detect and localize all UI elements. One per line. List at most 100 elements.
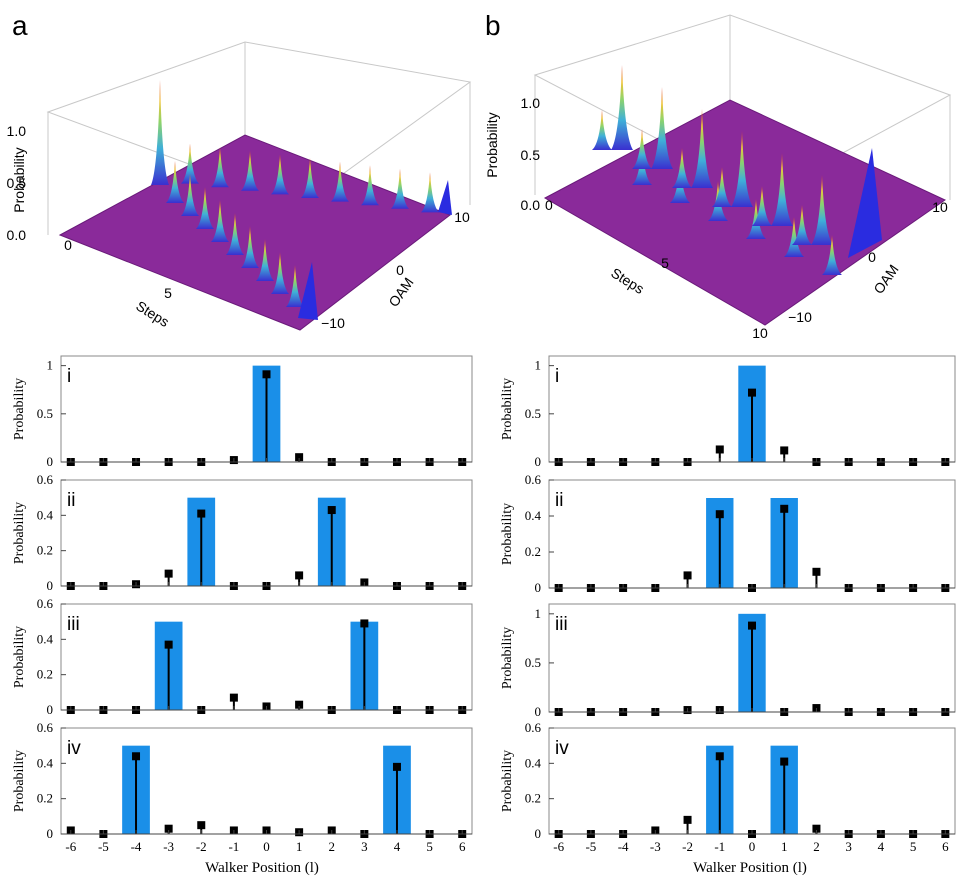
x-tick-label: 3: [361, 839, 368, 854]
x-tick-label: -3: [650, 839, 661, 854]
y-tick-label: 1: [535, 358, 542, 373]
bar-chart-b-i: 0 0.5 1 Probability i: [500, 355, 956, 469]
surface-peaks-b: [592, 65, 842, 275]
surface-a-peak: [271, 154, 289, 195]
surface-b-peak: [611, 65, 633, 150]
surface-b-peak: [746, 199, 766, 239]
measured-point: [262, 370, 271, 379]
surface-b-ztick: 1.0: [521, 95, 541, 111]
surface-a-ytick: −10: [321, 315, 345, 331]
x-tick-label: 1: [296, 839, 303, 854]
measured-point: [295, 453, 304, 462]
measured-point: [748, 388, 756, 397]
bar-chart-a-iv: 0 0.2 0.4 0.6 -6 -5 -4 -3 -2 -1 0 1 2 3 4 5 6 Probability…: [12, 720, 473, 854]
measured-point: [197, 509, 206, 518]
x-tick-label: -4: [131, 839, 142, 854]
x-tick-label: -5: [98, 839, 109, 854]
bar-charts: 00.51Probabilityi00.20.40.6Probabilityii…: [12, 355, 956, 854]
surface-b-peak: [822, 235, 842, 275]
measured-point: [780, 446, 789, 455]
bar-chart-a-iii: 0 0.2 0.4 0.6 Probability iii: [12, 596, 473, 717]
x-tick-label: 2: [328, 839, 335, 854]
y-tick-label: 0: [535, 454, 542, 469]
measured-point: [164, 640, 173, 649]
measured-point: [812, 567, 821, 576]
y-axis-title: Probability: [500, 627, 515, 689]
surface-a-peak: [286, 265, 304, 307]
surface-b-ytick: 0: [868, 249, 876, 265]
x-tick-label: 0: [749, 839, 756, 854]
y-tick-label: 0: [47, 826, 54, 841]
measured-point: [748, 621, 756, 630]
subplot-label: i: [67, 366, 71, 387]
y-tick-label: 0: [535, 704, 542, 719]
surface-b-peak: [792, 205, 812, 245]
surface-a-ytick: 10: [454, 209, 470, 225]
y-axis-title: Probability: [500, 378, 515, 440]
subplot-label: iii: [555, 614, 568, 635]
x-tick-label: 3: [845, 839, 852, 854]
measured-point: [812, 824, 821, 833]
surface-a-peak: [391, 168, 409, 209]
measured-point: [327, 506, 336, 515]
surface-b-peak: [672, 148, 692, 188]
measured-point: [780, 757, 789, 766]
surface-b-xtick: 5: [661, 255, 669, 271]
surface-edge-peak-b: [848, 148, 882, 258]
surface-edge-peak-a: [298, 262, 318, 320]
surface-b-peak: [731, 131, 753, 207]
x-tick-label: 1: [781, 839, 788, 854]
x-tick-label: -2: [682, 839, 693, 854]
y-tick-label: 0.5: [37, 406, 53, 421]
bar-chart-b-iii: 0 0.5 1 Probability iii: [500, 603, 956, 719]
surface-b-peak: [752, 186, 772, 226]
surface-b-xtick: 0: [545, 197, 553, 213]
x-tick-label: -2: [196, 839, 207, 854]
x-tick-label: 5: [910, 839, 917, 854]
y-axis-title: Probability: [12, 750, 27, 812]
surface-a-peak: [211, 147, 229, 188]
surface-b-peak: [632, 129, 652, 169]
y-axis-title: Probability: [500, 503, 515, 565]
y-tick-label: 0.6: [37, 596, 54, 611]
measured-point: [683, 571, 692, 580]
y-tick-label: 1: [535, 606, 542, 621]
surface-a-xtick: 5: [164, 285, 172, 301]
surface-b-xtick: 10: [752, 325, 768, 341]
y-tick-label: 0.2: [525, 791, 541, 806]
surface-b-xlabel: Steps: [608, 264, 647, 297]
x-tick-label: -6: [65, 839, 76, 854]
panel-label-a: a: [12, 10, 28, 41]
plot-frame: [548, 727, 956, 835]
y-tick-label: 0.6: [525, 720, 542, 735]
surface-b-peak: [811, 175, 833, 245]
surface-a-peak: [361, 165, 379, 206]
surface-b-ylabel: OAM: [870, 261, 901, 296]
surface-a-peak: [271, 252, 289, 294]
plot-frame: [60, 603, 473, 711]
y-tick-label: 0.4: [525, 508, 542, 523]
measured-point: [164, 569, 173, 578]
x-tick-label: 4: [878, 839, 885, 854]
y-tick-label: 0.2: [525, 544, 541, 559]
measured-point: [360, 619, 369, 628]
y-tick-label: 1: [47, 358, 54, 373]
measured-point: [295, 571, 304, 580]
surface-b-ztick: 0.5: [521, 147, 541, 163]
x-axis-title-a: Walker Position (l): [205, 860, 319, 876]
measured-point: [229, 693, 238, 702]
surface-a-ztick: 0.0: [7, 227, 27, 243]
y-tick-label: 0.6: [525, 472, 542, 487]
x-tick-label: -4: [618, 839, 629, 854]
bar-chart-b-ii: 0 0.2 0.4 0.6 Probability ii: [500, 472, 956, 595]
x-tick-label: -3: [163, 839, 174, 854]
panel-label-b: b: [485, 10, 501, 41]
y-tick-label: 0: [47, 702, 54, 717]
surface-a-peak: [166, 161, 184, 203]
bar-chart-a-i: 0 0.5 1 Probability i: [12, 355, 473, 469]
x-tick-label: 6: [942, 839, 949, 854]
y-axis-title: Probability: [500, 750, 515, 812]
measured-point: [780, 504, 789, 513]
subplot-label: iv: [67, 738, 81, 759]
subplot-label: iv: [555, 738, 569, 759]
